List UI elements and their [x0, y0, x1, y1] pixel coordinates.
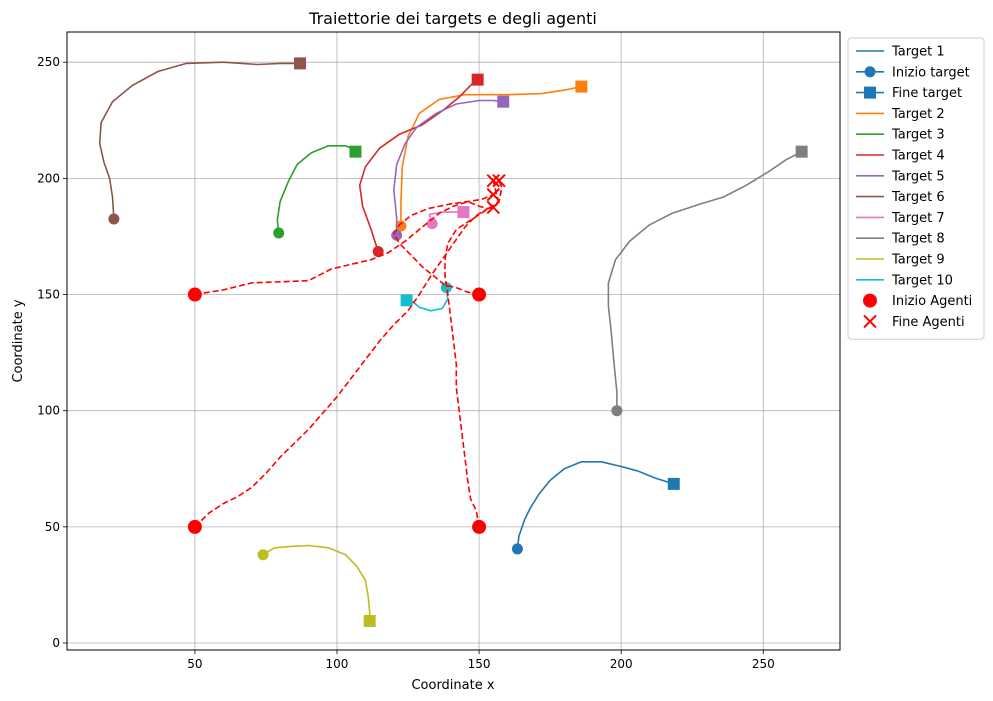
target-trajectories [98, 57, 808, 627]
target-start-marker [108, 213, 120, 225]
target-path [400, 85, 582, 226]
grid [67, 32, 840, 650]
y-tick-label: 50 [45, 520, 60, 534]
x-tick-label: 150 [468, 657, 491, 671]
y-tick-label: 250 [37, 55, 60, 69]
legend: Target 1 Inizio target Fine target Target 2… [847, 37, 985, 340]
x-tick-label: 50 [187, 657, 202, 671]
target-path [98, 61, 300, 220]
legend-entry: Target 9 [856, 253, 945, 268]
target-start-marker [257, 549, 269, 561]
legend-entry: Target 3 [856, 128, 945, 143]
target-start-marker [511, 543, 523, 555]
target-end-marker [497, 95, 510, 108]
target-end-marker [471, 73, 484, 86]
agent-end-marker [486, 187, 500, 202]
target-path [358, 78, 479, 252]
legend-label: Target 7 [891, 211, 945, 226]
y-tick-label: 200 [37, 171, 60, 185]
chart-title: Traiettorie dei targets e degli agenti [308, 9, 597, 28]
agent-end-marker [492, 173, 506, 188]
legend-agent-start-marker [863, 293, 877, 308]
agent-trajectories [187, 173, 506, 534]
agent-start-marker [187, 519, 202, 534]
x-tick-label: 100 [326, 657, 349, 671]
target-path [276, 145, 358, 234]
legend-label: Target 4 [891, 149, 945, 164]
agent-end-marker [486, 173, 500, 188]
target-path [516, 460, 674, 549]
legend-entry: Target 6 [856, 190, 945, 205]
legend-entry: Target 7 [856, 211, 945, 226]
target-end-marker [400, 294, 413, 307]
legend-label: Fine target [892, 86, 962, 101]
legend-entry: Target 8 [856, 232, 945, 247]
target-end-marker [294, 57, 307, 70]
legend-circle-marker [864, 66, 876, 78]
target-start-marker [273, 227, 285, 239]
legend-square-marker [864, 86, 876, 99]
y-axis-label: Coordinate y [11, 299, 26, 382]
agent-start-marker [472, 519, 487, 534]
target-path [262, 544, 371, 621]
agent-path [194, 200, 494, 296]
target-start-marker [372, 246, 384, 258]
axis-ticks: 50 100 150 200 250 0 50 100 150 200 250 [37, 55, 775, 671]
agent-end-marker [486, 200, 500, 215]
agent-start-marker [187, 287, 202, 302]
legend-label: Inizio Agenti [892, 294, 972, 309]
legend-entry: Target 2 [856, 107, 945, 122]
legend-label: Inizio target [892, 65, 970, 80]
target-path [392, 99, 504, 236]
agent-path [392, 193, 494, 296]
legend-entry: Target 5 [856, 169, 945, 184]
legend-label: Target 5 [891, 169, 945, 184]
target-path [607, 150, 802, 411]
y-tick-label: 150 [37, 288, 60, 302]
plot-area [66, 31, 841, 651]
legend-entry: Fine target [856, 86, 962, 101]
legend-label: Target 3 [891, 128, 945, 143]
legend-label: Target 8 [891, 232, 945, 247]
target-end-marker [795, 145, 808, 158]
target-start-marker [395, 220, 407, 232]
target-end-marker [349, 145, 362, 158]
target-start-marker [426, 218, 438, 230]
legend-label: Target 9 [891, 253, 945, 268]
agent-path [444, 180, 503, 528]
agent-start-marker [472, 287, 487, 302]
x-tick-label: 250 [752, 657, 775, 671]
y-tick-label: 0 [52, 636, 60, 650]
legend-entry: Inizio target [856, 65, 970, 80]
legend-entry: Target 10 [856, 273, 953, 288]
legend-entry: Inizio Agenti [863, 293, 972, 309]
legend-entry: Target 1 [856, 45, 945, 60]
legend-label: Fine Agenti [892, 315, 965, 330]
legend-entry: Fine Agenti [863, 314, 965, 330]
legend-entry: Target 4 [856, 149, 945, 164]
x-tick-label: 200 [610, 657, 633, 671]
target-start-marker [611, 405, 623, 417]
target-end-marker [575, 80, 588, 93]
legend-agent-end-marker [863, 314, 877, 329]
legend-label: Target 1 [891, 45, 945, 60]
x-axis-label: Coordinate x [411, 678, 494, 693]
target-path [406, 287, 449, 312]
target-end-marker [667, 477, 680, 490]
legend-label: Target 6 [891, 190, 945, 205]
target-end-marker [363, 614, 376, 627]
y-tick-label: 100 [37, 404, 60, 418]
legend-label: Target 2 [891, 107, 945, 122]
legend-label: Target 10 [891, 273, 953, 288]
agent-path [194, 180, 500, 528]
target-end-marker [457, 206, 470, 219]
